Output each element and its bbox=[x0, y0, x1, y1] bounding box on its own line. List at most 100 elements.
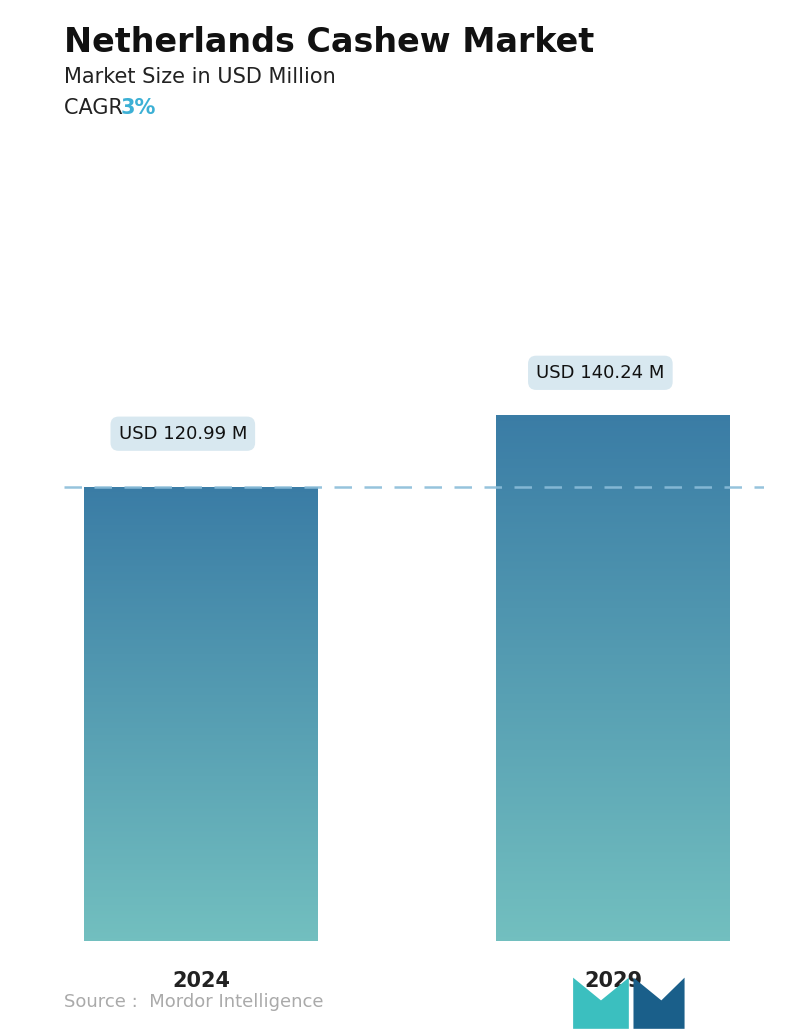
Bar bbox=[84, 683, 318, 686]
Bar bbox=[497, 464, 730, 466]
Bar bbox=[497, 790, 730, 792]
Bar bbox=[497, 577, 730, 578]
Bar bbox=[84, 607, 318, 608]
Text: 2024: 2024 bbox=[172, 971, 230, 991]
Bar bbox=[84, 894, 318, 895]
Bar bbox=[497, 755, 730, 757]
Bar bbox=[497, 782, 730, 783]
Bar bbox=[497, 578, 730, 580]
Bar bbox=[84, 866, 318, 869]
Bar bbox=[84, 830, 318, 832]
Bar bbox=[497, 452, 730, 454]
Bar bbox=[84, 837, 318, 839]
Bar bbox=[497, 659, 730, 661]
Bar bbox=[497, 590, 730, 592]
Bar bbox=[84, 811, 318, 813]
Bar bbox=[497, 618, 730, 620]
Bar bbox=[497, 862, 730, 863]
Bar bbox=[84, 878, 318, 879]
Bar bbox=[497, 774, 730, 777]
Bar bbox=[497, 747, 730, 749]
Bar bbox=[84, 523, 318, 525]
Bar bbox=[84, 653, 318, 656]
Bar bbox=[497, 680, 730, 681]
Bar bbox=[497, 752, 730, 754]
Bar bbox=[497, 492, 730, 494]
Bar bbox=[497, 858, 730, 860]
Bar bbox=[84, 492, 318, 493]
Bar bbox=[84, 782, 318, 784]
Bar bbox=[497, 648, 730, 650]
Bar bbox=[497, 547, 730, 548]
Bar bbox=[497, 829, 730, 830]
Bar bbox=[84, 737, 318, 738]
Bar bbox=[84, 829, 318, 830]
Bar bbox=[84, 489, 318, 490]
Bar bbox=[497, 475, 730, 477]
Bar bbox=[84, 701, 318, 702]
Bar bbox=[497, 873, 730, 875]
Bar bbox=[497, 792, 730, 794]
Bar bbox=[84, 865, 318, 866]
Bar bbox=[497, 810, 730, 812]
Bar bbox=[497, 913, 730, 915]
Bar bbox=[497, 442, 730, 444]
Bar bbox=[497, 466, 730, 467]
Bar bbox=[84, 719, 318, 721]
Bar bbox=[497, 538, 730, 540]
Bar bbox=[84, 708, 318, 709]
Bar bbox=[84, 905, 318, 906]
Bar bbox=[497, 429, 730, 431]
Bar bbox=[497, 878, 730, 880]
Bar bbox=[497, 497, 730, 499]
Bar bbox=[497, 857, 730, 858]
Bar bbox=[497, 575, 730, 577]
Bar bbox=[497, 892, 730, 893]
Text: 2029: 2029 bbox=[584, 971, 642, 991]
Bar bbox=[84, 816, 318, 817]
Bar bbox=[84, 940, 318, 941]
Bar bbox=[84, 545, 318, 546]
Bar bbox=[84, 598, 318, 600]
Bar bbox=[84, 557, 318, 558]
Bar bbox=[84, 669, 318, 670]
Bar bbox=[84, 842, 318, 843]
Bar bbox=[84, 852, 318, 853]
Bar bbox=[497, 533, 730, 535]
Bar bbox=[84, 862, 318, 863]
Bar bbox=[497, 818, 730, 820]
Bar bbox=[497, 899, 730, 901]
Bar bbox=[84, 924, 318, 925]
Bar bbox=[497, 557, 730, 559]
Bar bbox=[497, 769, 730, 771]
Bar bbox=[84, 873, 318, 875]
Bar bbox=[497, 499, 730, 501]
Bar bbox=[84, 784, 318, 785]
Bar bbox=[497, 555, 730, 557]
Bar bbox=[84, 667, 318, 669]
Bar bbox=[497, 870, 730, 871]
Bar bbox=[84, 521, 318, 522]
Bar bbox=[84, 749, 318, 751]
Bar bbox=[497, 691, 730, 692]
Bar bbox=[497, 594, 730, 596]
Bar bbox=[84, 578, 318, 580]
Bar bbox=[84, 847, 318, 849]
Bar bbox=[84, 820, 318, 822]
Bar bbox=[84, 761, 318, 762]
Bar bbox=[497, 812, 730, 813]
Bar bbox=[84, 870, 318, 872]
Bar bbox=[497, 559, 730, 560]
Bar bbox=[497, 804, 730, 807]
Bar bbox=[84, 501, 318, 503]
Bar bbox=[497, 731, 730, 732]
Bar bbox=[84, 814, 318, 816]
Bar bbox=[84, 804, 318, 807]
Bar bbox=[84, 911, 318, 912]
Bar bbox=[497, 820, 730, 822]
Bar bbox=[84, 503, 318, 504]
Bar bbox=[84, 649, 318, 650]
Bar bbox=[84, 799, 318, 800]
Bar bbox=[84, 580, 318, 581]
Bar bbox=[497, 661, 730, 663]
